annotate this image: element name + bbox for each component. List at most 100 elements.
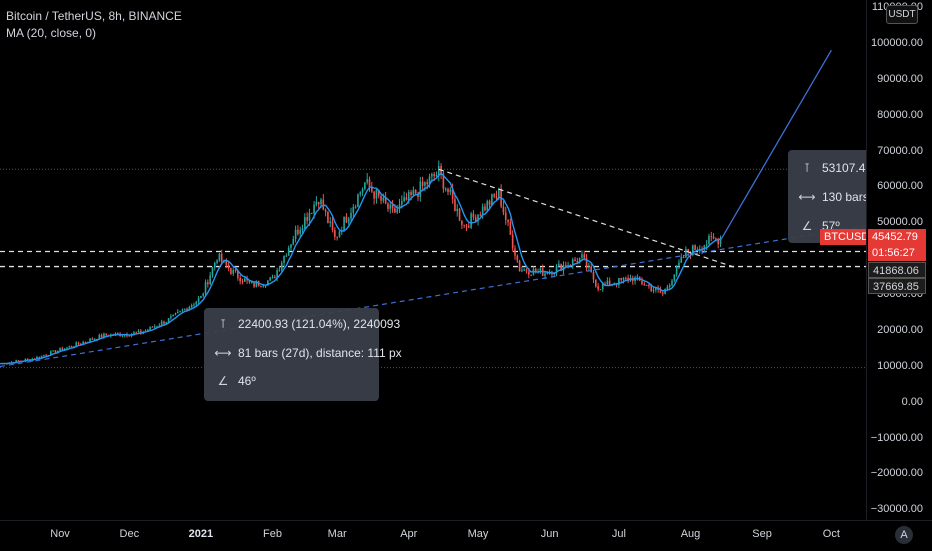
candle-body	[620, 277, 623, 280]
candle-body	[562, 265, 565, 271]
candle-body	[200, 295, 202, 298]
candle-body	[153, 326, 156, 328]
candle-body	[641, 280, 643, 285]
candle-body	[666, 286, 669, 290]
candle-body	[188, 307, 191, 311]
candle-body	[52, 350, 54, 352]
candle-body	[401, 201, 403, 205]
candle-body	[474, 217, 477, 222]
candle-body	[320, 199, 322, 205]
candle-body	[40, 355, 43, 358]
candle-body	[518, 260, 521, 272]
candle-body	[262, 285, 265, 287]
candle-body	[710, 236, 713, 238]
candle-body	[276, 270, 278, 279]
candle-body	[698, 248, 701, 250]
candle-body	[583, 254, 586, 258]
candle-body	[467, 226, 470, 228]
candle-body	[514, 248, 516, 256]
auto-scale-button[interactable]: A	[895, 526, 913, 544]
candle-body	[331, 221, 334, 231]
candle-body	[186, 308, 188, 311]
chart-area[interactable]	[0, 0, 866, 520]
candle-body	[239, 277, 241, 282]
candle-body	[403, 197, 405, 202]
candle-body	[232, 269, 235, 274]
chart-legend[interactable]: Bitcoin / TetherUS, 8h, BINANCE MA (20, …	[6, 8, 182, 42]
candle-body	[588, 266, 590, 268]
candle-body	[544, 273, 546, 276]
price-tick-label: 20000.00	[877, 323, 923, 336]
candle-body	[410, 191, 412, 195]
candle-body	[59, 348, 61, 351]
time-tick-label: Jul	[611, 528, 626, 540]
candle-body	[680, 256, 683, 263]
candle-body	[648, 284, 650, 287]
candle-body	[234, 269, 237, 271]
candle-body	[421, 181, 424, 186]
candle-body	[652, 289, 655, 291]
candle-body	[338, 231, 341, 237]
candle-body	[463, 224, 465, 226]
candle-body	[327, 211, 329, 223]
candle-body	[163, 321, 165, 324]
candle-body	[294, 229, 297, 240]
candle-body	[149, 326, 151, 330]
price-tick-label: 100000.00	[871, 37, 923, 50]
candle-body	[528, 271, 530, 275]
price-tick-label: −10000.00	[870, 431, 923, 444]
angle-icon: ∠	[217, 374, 229, 388]
candle-body	[137, 330, 140, 333]
price-tick-label: 60000.00	[877, 180, 923, 193]
candle-body	[507, 219, 509, 223]
current-price-tag: 45452.79	[868, 229, 926, 245]
candle-body	[82, 342, 84, 345]
candle-body	[292, 239, 295, 245]
candle-body	[380, 195, 382, 201]
candle-body	[287, 247, 290, 256]
candle-body	[673, 274, 676, 281]
time-tick-label: Apr	[400, 528, 418, 540]
candle-body	[274, 276, 276, 279]
candle-body	[329, 221, 332, 223]
time-tick-label: Aug	[680, 528, 701, 540]
candle-body	[606, 280, 609, 285]
candle-body	[375, 189, 378, 199]
candle-body	[170, 316, 172, 319]
candle-body	[650, 286, 653, 291]
candle-body	[564, 265, 567, 267]
candle-body	[172, 314, 175, 317]
symbol-title[interactable]: Bitcoin / TetherUS, 8h, BINANCE	[6, 9, 182, 23]
candle-body	[435, 175, 438, 177]
candle-body	[419, 181, 422, 197]
candle-body	[534, 268, 537, 272]
candle-body	[290, 244, 292, 248]
candle-body	[250, 282, 253, 284]
candle-body	[458, 208, 461, 221]
time-axis[interactable]: Nov Dec 2021 Feb Mar Apr May Jun Jul Aug Sep Oct	[0, 520, 932, 551]
candle-body	[678, 262, 680, 266]
candle-body	[675, 265, 678, 275]
candle-body	[317, 202, 320, 205]
candle-body	[202, 293, 205, 296]
candle-body	[77, 342, 80, 344]
price-chart[interactable]	[0, 0, 866, 520]
candle-body	[334, 230, 336, 237]
candle-body	[682, 256, 685, 258]
candle-body	[195, 301, 198, 305]
candle-body	[91, 338, 94, 340]
candle-body	[211, 267, 214, 276]
candle-body	[357, 194, 359, 207]
candle-body	[447, 188, 449, 193]
candle-body	[204, 282, 207, 294]
candle-body	[592, 271, 595, 280]
currency-unit-button[interactable]: USDT	[886, 5, 918, 24]
candle-body	[225, 259, 228, 265]
candle-body	[601, 283, 604, 290]
ma-indicator-label[interactable]: MA (20, close, 0)	[6, 26, 97, 40]
candle-body	[343, 216, 345, 231]
measure-tooltip-2: ⊺53107.42 (1 ⟷130 bars (43 ∠57º	[788, 150, 866, 243]
candle-body	[103, 333, 105, 338]
candle-body	[414, 190, 417, 194]
candle-body	[70, 346, 73, 348]
